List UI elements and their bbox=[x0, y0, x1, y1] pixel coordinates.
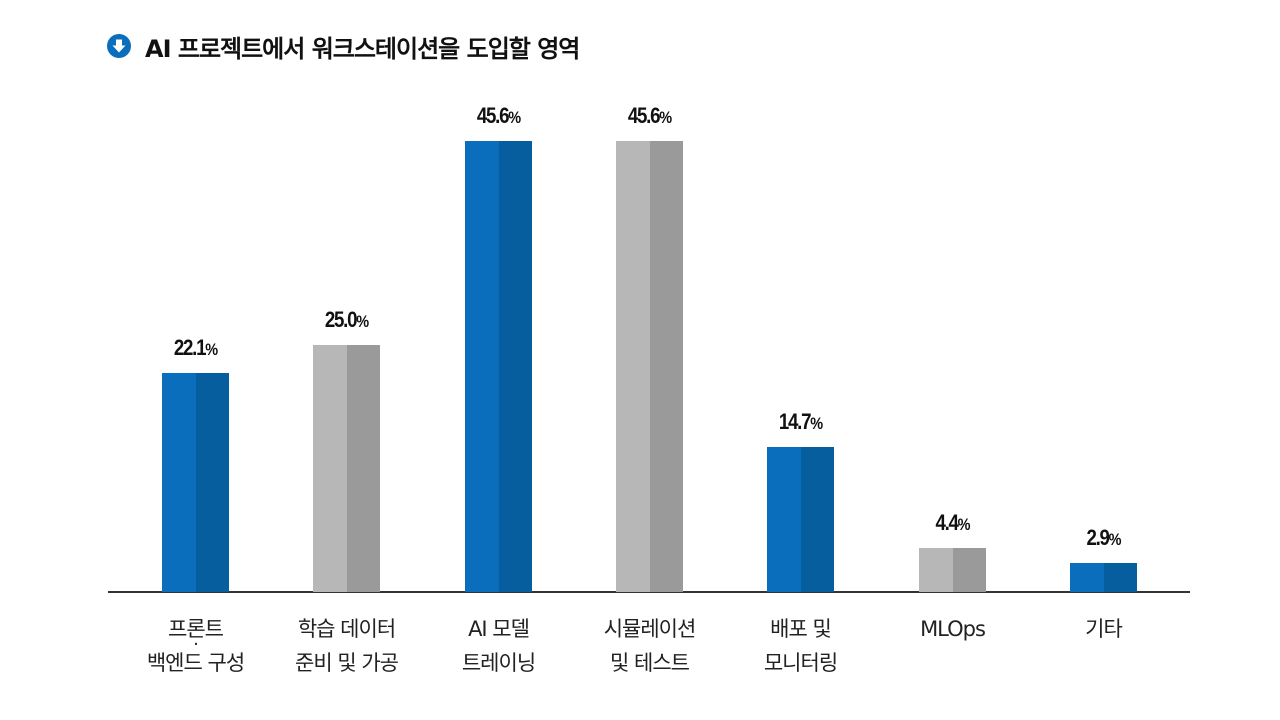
value-label: 4.4% bbox=[934, 510, 971, 535]
arrow-down-circle-icon bbox=[107, 34, 131, 58]
bar-1 bbox=[162, 373, 229, 592]
category-label: 학습 데이터 준비 및 가공 bbox=[295, 617, 399, 675]
category-label: 배포 및 모니터링 bbox=[763, 617, 838, 675]
bar-face-left bbox=[767, 447, 801, 592]
category-label: 기타 bbox=[1085, 617, 1123, 641]
bar-5 bbox=[767, 447, 834, 592]
chart-title-row: AI 프로젝트에서 워크스테이션을 도입할 영역 bbox=[107, 29, 580, 63]
category-label: AI 모델 트레이닝 bbox=[461, 617, 536, 675]
value-label: 45.6% bbox=[476, 103, 521, 128]
bar-face-left bbox=[919, 548, 953, 592]
bar-face-right bbox=[1103, 563, 1137, 592]
bar-face-right bbox=[649, 141, 683, 592]
bar-3 bbox=[465, 141, 532, 592]
bar-2 bbox=[313, 345, 380, 592]
bar-face-right bbox=[346, 345, 380, 592]
value-label: 22.1% bbox=[173, 335, 218, 360]
chart-title: AI 프로젝트에서 워크스테이션을 도입할 영역 bbox=[145, 34, 580, 63]
bar-face-left bbox=[1070, 563, 1104, 592]
value-label: 25.0% bbox=[324, 307, 369, 332]
bar-face-right bbox=[952, 548, 986, 592]
bar-face-right bbox=[195, 373, 229, 592]
bar-face-left bbox=[616, 141, 650, 592]
value-label: 14.7% bbox=[778, 409, 823, 434]
bar-6 bbox=[919, 548, 986, 592]
category-label: MLOps bbox=[920, 617, 986, 641]
x-axis-baseline bbox=[108, 591, 1190, 593]
bar-face-left bbox=[162, 373, 196, 592]
bar-7 bbox=[1070, 563, 1137, 592]
bar-face-left bbox=[465, 141, 499, 592]
bar-face-left bbox=[313, 345, 347, 592]
bar-face-right bbox=[800, 447, 834, 592]
bar-4 bbox=[616, 141, 683, 592]
value-label: 2.9% bbox=[1085, 525, 1122, 550]
category-label: 프론트 · 백엔드 구성 bbox=[146, 617, 245, 675]
category-label: 시뮬레이션 및 테스트 bbox=[603, 617, 697, 675]
value-label: 45.6% bbox=[627, 103, 672, 128]
bar-face-right bbox=[498, 141, 532, 592]
